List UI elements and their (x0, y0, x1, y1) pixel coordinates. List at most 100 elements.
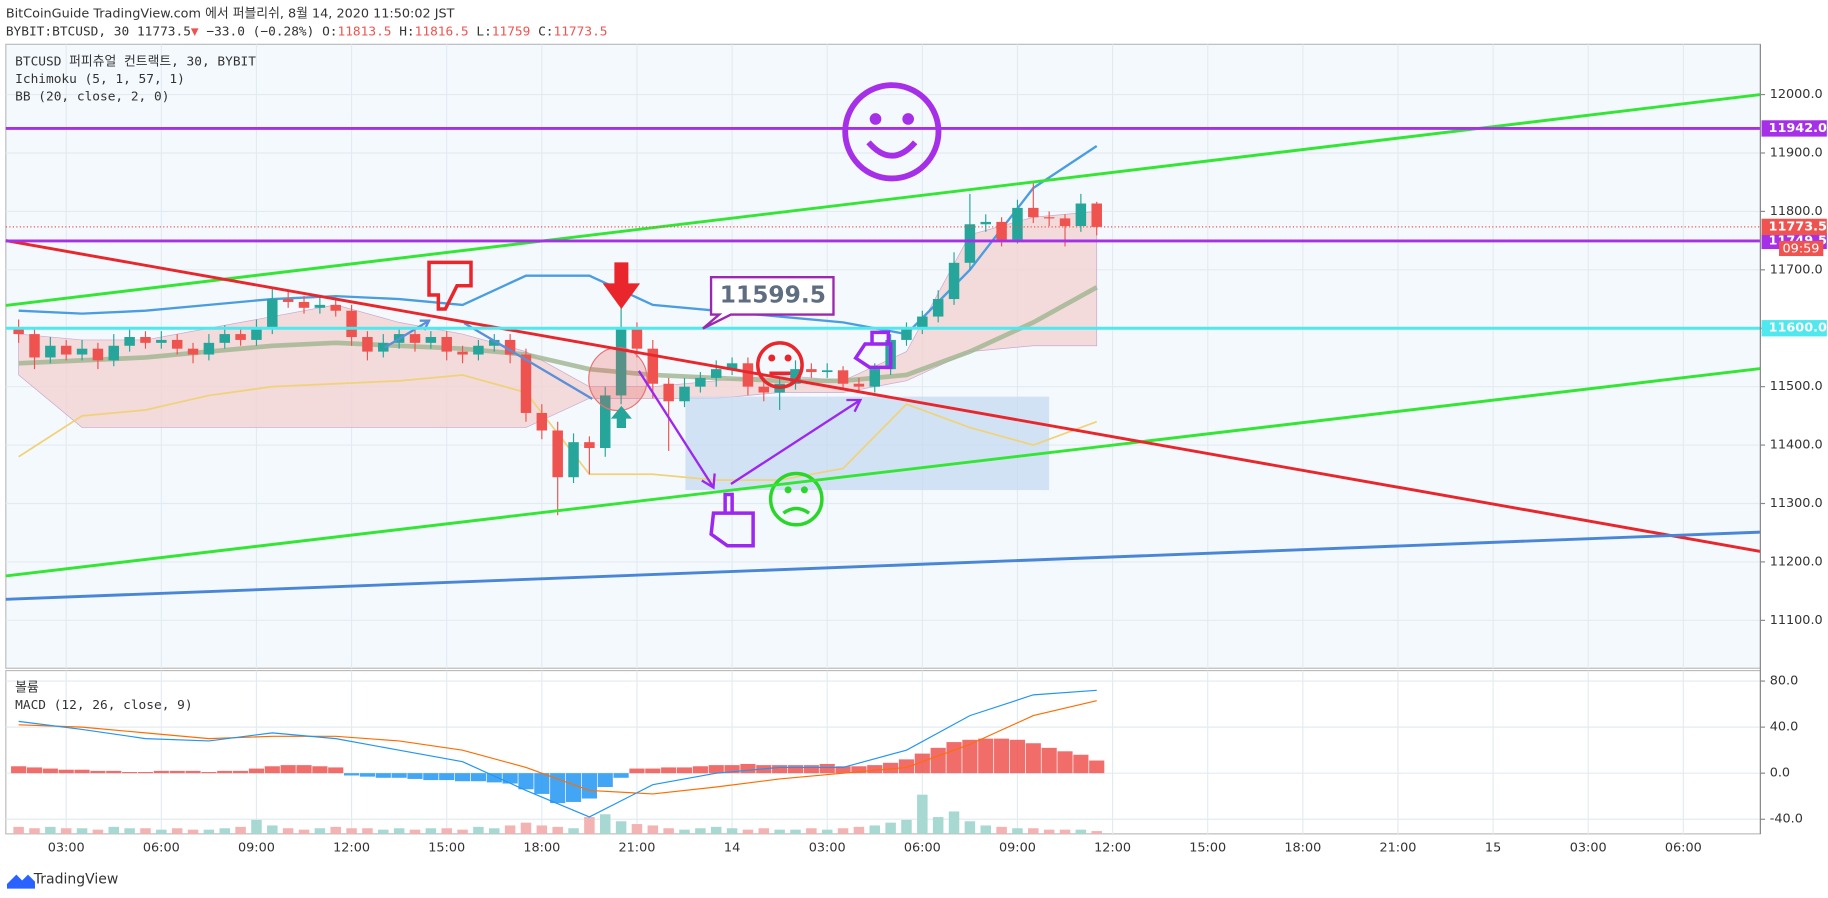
callout-box (702, 276, 835, 330)
volume-bar (76, 828, 88, 834)
ohlc-close-label: C: (538, 24, 553, 39)
y-tick-label: 80.0 (1770, 674, 1799, 689)
y-tick-label: 11800.0 (1770, 204, 1823, 219)
x-tick-label: 21:00 (618, 840, 655, 855)
axes: 03:00 06:00 09:00 12:00 15:00 18:00 21:00 14 03:… (48, 44, 1827, 855)
macd-histogram-bar (470, 773, 486, 782)
x-tick-label: 06:00 (1665, 840, 1702, 855)
callout-label: 11599.5 (720, 281, 826, 308)
macd-histogram-bar (708, 765, 724, 774)
candle-body (60, 345, 72, 355)
macd-line (18, 689, 1097, 818)
candle-body (504, 339, 516, 355)
x-tick-label: 03:00 (48, 840, 85, 855)
macd-histogram-bar (930, 747, 946, 774)
macd-histogram-bar (423, 773, 439, 781)
symbol-line: BYBIT:BTCUSD, 30 11773.5▼ −33.0 (−0.28%)… (6, 24, 608, 39)
volume-bar (330, 826, 341, 834)
volume-bar (996, 826, 1007, 834)
macd-histogram-bar (819, 763, 835, 774)
lower-pane (5, 670, 1761, 835)
candle-body (1091, 203, 1102, 227)
volume-bar (599, 814, 611, 834)
y-tick-label: 11900.0 (1770, 145, 1823, 160)
volume-bar (1028, 828, 1039, 834)
candle-body (584, 442, 595, 449)
volume-bar (710, 826, 722, 834)
candle-body (663, 383, 674, 402)
indicator-line (18, 144, 1098, 336)
candle-body (695, 377, 706, 387)
macd-histogram-bar (597, 773, 613, 787)
volume-bar (282, 828, 294, 834)
candle-body (378, 342, 389, 352)
volume-bar (758, 828, 770, 834)
down-arrow-icon (602, 262, 641, 310)
macd-histogram-bar (914, 753, 930, 774)
candle-body (647, 348, 659, 384)
candle-body (552, 430, 563, 478)
brand: TradingView (33, 871, 118, 887)
y-tick-label: 11400.0 (1770, 438, 1823, 453)
macd-histogram-bar (359, 773, 376, 777)
symbol: BYBIT:BTCUSD, 30 (6, 24, 129, 39)
change: −33.0 (−0.28%) (206, 24, 314, 39)
macd-histogram-bar (851, 766, 867, 774)
volume-bar (489, 828, 500, 834)
y-tick-label: 11100.0 (1770, 613, 1823, 628)
hand-icon (709, 492, 755, 548)
volume-bar (790, 829, 801, 834)
macd-histogram-bar (978, 738, 994, 774)
candle-body (140, 337, 151, 343)
candle-body (346, 310, 357, 338)
macd-histogram-bar (11, 766, 27, 774)
macd-histogram-bar (518, 773, 534, 790)
price-tag (1761, 120, 1827, 137)
candle-body (29, 334, 40, 358)
macd-histogram-bar (565, 773, 582, 802)
candle-body (251, 328, 262, 340)
ohlc-low-label: L: (476, 24, 491, 39)
volume-bar (235, 826, 246, 834)
volume-bar (409, 829, 421, 834)
volume-bar (726, 828, 738, 834)
macd-histogram-bar (1057, 751, 1073, 774)
face-icon (756, 341, 804, 389)
hand-icon (427, 260, 473, 311)
trend-line (5, 367, 1761, 578)
macd-histogram-bar (58, 769, 74, 774)
arrow (637, 370, 716, 490)
face-eye (784, 354, 792, 362)
macd-histogram-bar (645, 768, 661, 774)
candle-body (76, 348, 88, 355)
volume-bar (520, 822, 532, 834)
volume-bar (473, 826, 484, 834)
volume-bar (901, 819, 912, 834)
volume-bar (615, 821, 627, 834)
volume-bar (806, 828, 817, 834)
volume-bar (1043, 829, 1055, 834)
candle-body (425, 337, 437, 343)
hand-icon (853, 330, 893, 370)
price-tag-label: 11773.5 (1769, 219, 1827, 234)
macd-histogram-bar (898, 759, 915, 774)
indicator-label: 볼륨 (15, 681, 39, 696)
macd-histogram-bar (1041, 747, 1057, 774)
arrow (463, 322, 593, 400)
volume-bar (156, 829, 167, 834)
macd-histogram-bar (42, 768, 58, 774)
macd-histogram-bar (550, 773, 566, 804)
macd-histogram-bar (391, 773, 407, 778)
macd-histogram-bar (343, 773, 360, 776)
volume-bar (378, 829, 389, 834)
candle-body (235, 334, 246, 340)
macd-histogram-bar (946, 742, 962, 774)
volume-bar (362, 828, 373, 834)
candle-body (171, 339, 183, 349)
candle-body (758, 386, 770, 393)
volume-bar (140, 828, 151, 834)
volume-bar (568, 828, 579, 834)
trend-line (5, 530, 1761, 601)
macd-histogram-bar (724, 765, 740, 774)
